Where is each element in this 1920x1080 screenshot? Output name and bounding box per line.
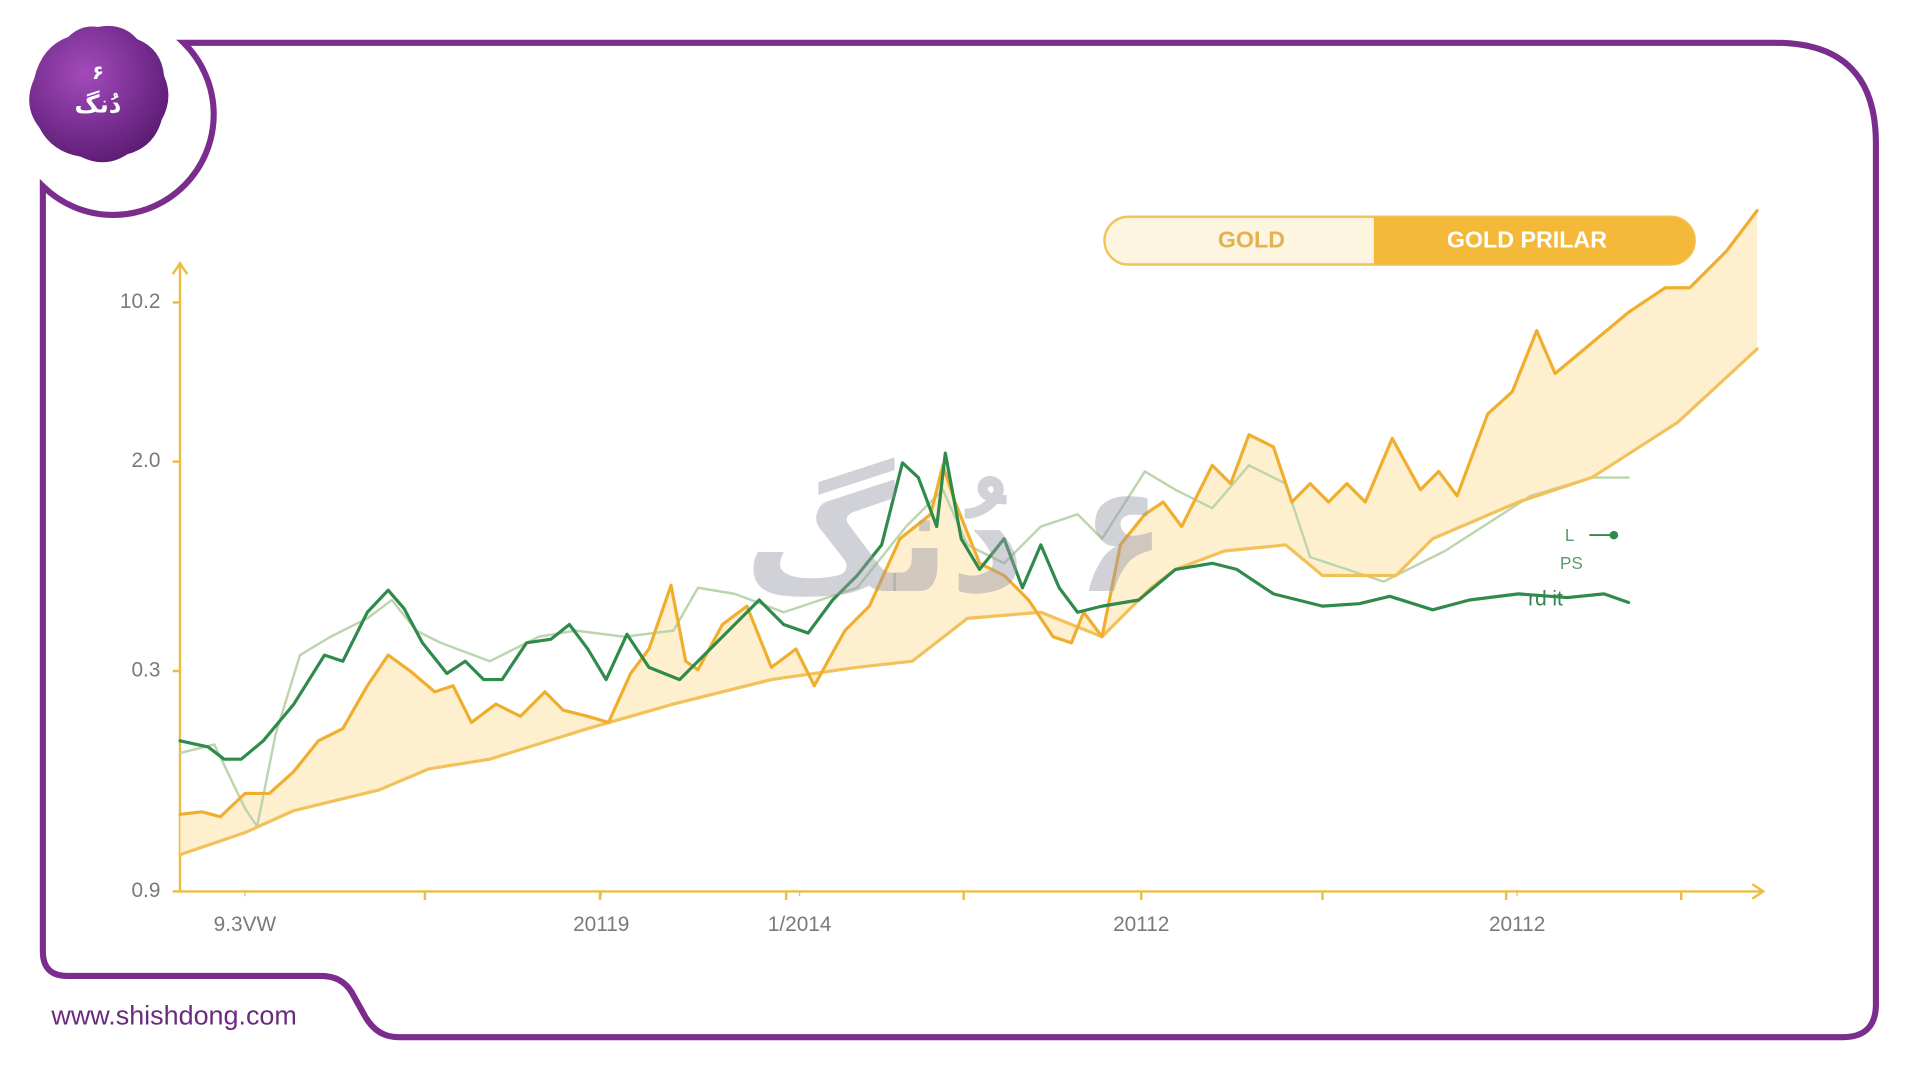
button-gold-prilar[interactable]: GOLD PRILAR: [1447, 226, 1607, 252]
series-line: [178, 347, 1759, 857]
y-tick-label: 10.2: [120, 290, 160, 313]
toggle-active: [1373, 216, 1695, 265]
x-axis-arrow: [1751, 883, 1766, 900]
legend-dot: [1609, 530, 1619, 540]
website: www.shishdong.com: [50, 1001, 296, 1031]
x-tick-label: 1/2014: [768, 913, 832, 936]
series-line: [178, 209, 1759, 819]
frame: [39, 39, 1879, 1041]
y-tick-label: 0.3: [131, 659, 160, 682]
toggle[interactable]: GOLD GOLD PRILAR: [1103, 215, 1696, 266]
series-line: [178, 451, 1631, 761]
band: [180, 210, 1758, 855]
x-tick-label: 9.3VW: [214, 913, 277, 936]
button-gold[interactable]: GOLD: [1218, 226, 1285, 252]
x-tick-label: 20119: [573, 913, 629, 936]
series-line: [178, 464, 1630, 828]
watermark: ۶ دُنگ: [744, 455, 1166, 626]
legend-label: L: [1565, 525, 1575, 545]
y-tick-label: 0.9: [131, 879, 160, 902]
legend: L PS rd it: [1528, 525, 1619, 611]
logo-seal: [29, 25, 169, 163]
legend-label: PS: [1560, 553, 1583, 573]
legend-label: rd it: [1528, 588, 1563, 611]
logo-top: ۶: [92, 61, 104, 84]
y-axis-arrow: [171, 261, 189, 275]
y-tick-label: 2.0: [131, 449, 160, 472]
logo-bottom: دُنگ: [75, 89, 122, 118]
plot: 0.9 0.3 2.0 10.2 9.3VW 20119 1/2014 20112 20112: [120, 209, 1766, 936]
x-tick-label: 20112: [1113, 913, 1169, 936]
x-tick-label: 20112: [1489, 913, 1545, 936]
